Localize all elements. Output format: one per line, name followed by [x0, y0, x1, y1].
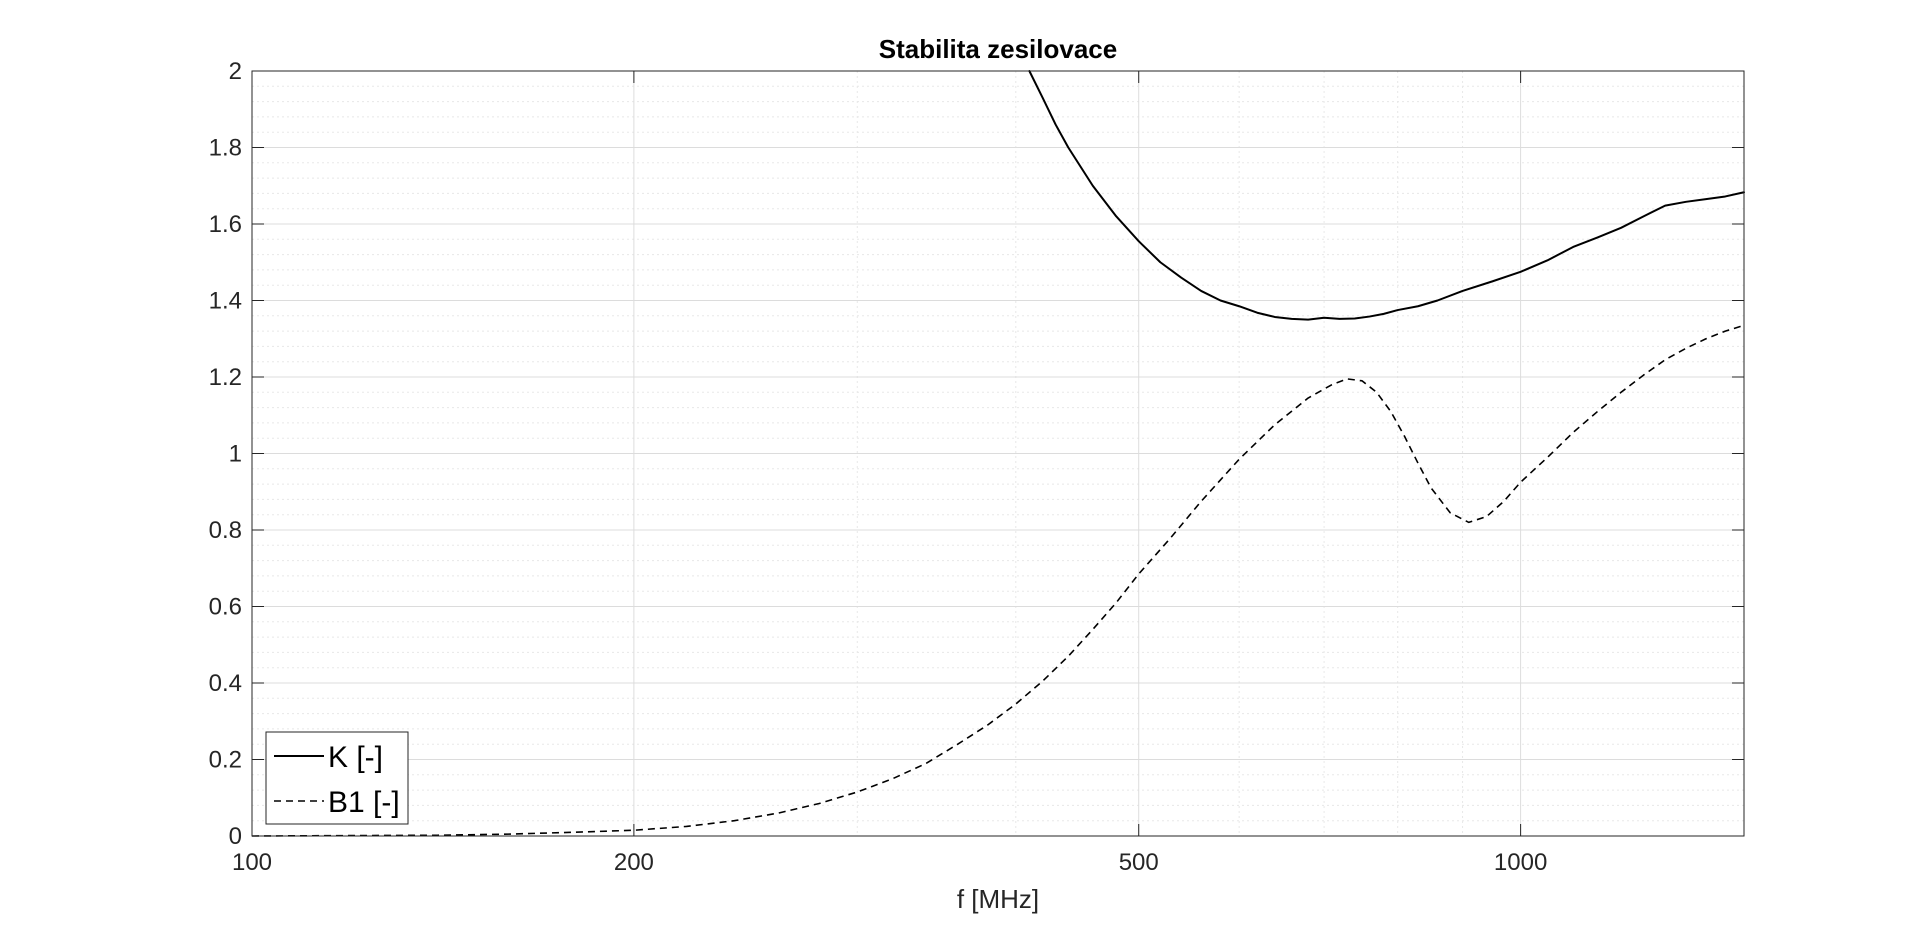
y-tick-label: 0.2 [209, 747, 242, 774]
legend-label-b1: B1 [-] [328, 786, 400, 819]
x-tick-label: 100 [232, 849, 272, 876]
legend-label-k: K [-] [328, 741, 383, 774]
series-layer [251, 70, 1745, 837]
y-tick-label: 0 [229, 823, 242, 850]
x-tick-label: 500 [1119, 849, 1159, 876]
minor-grid [252, 71, 1744, 836]
y-tick-label: 1.6 [209, 211, 242, 238]
x-tick-label: 1000 [1494, 849, 1547, 876]
y-tick-label: 2 [229, 58, 242, 85]
series-line-k [1028, 70, 1745, 321]
x-axis-label: f [MHz] [957, 884, 1039, 914]
major-grid [252, 71, 1744, 836]
y-tick-label: 0.4 [209, 670, 242, 697]
y-tick-label: 1.8 [209, 135, 242, 162]
chart-title: Stabilita zesilovace [879, 34, 1117, 64]
y-tick-label: 1 [229, 441, 242, 468]
legend-box [265, 731, 409, 825]
legend: K [-] B1 [-] [265, 731, 409, 825]
y-tick-label: 0.8 [209, 517, 242, 544]
y-tick-labels: 0 0.2 0.4 0.6 0.8 1 1.2 1.4 1.6 1.8 2 [209, 58, 242, 850]
y-tick-label: 1.2 [209, 364, 242, 391]
y-tick-label: 1.4 [209, 288, 242, 315]
x-tick-label: 200 [614, 849, 654, 876]
axis-ticks [251, 70, 1744, 837]
y-tick-label: 0.6 [209, 594, 242, 621]
x-tick-labels: 100 200 500 1000 [232, 849, 1547, 876]
series-line-b1 [251, 324, 1745, 837]
